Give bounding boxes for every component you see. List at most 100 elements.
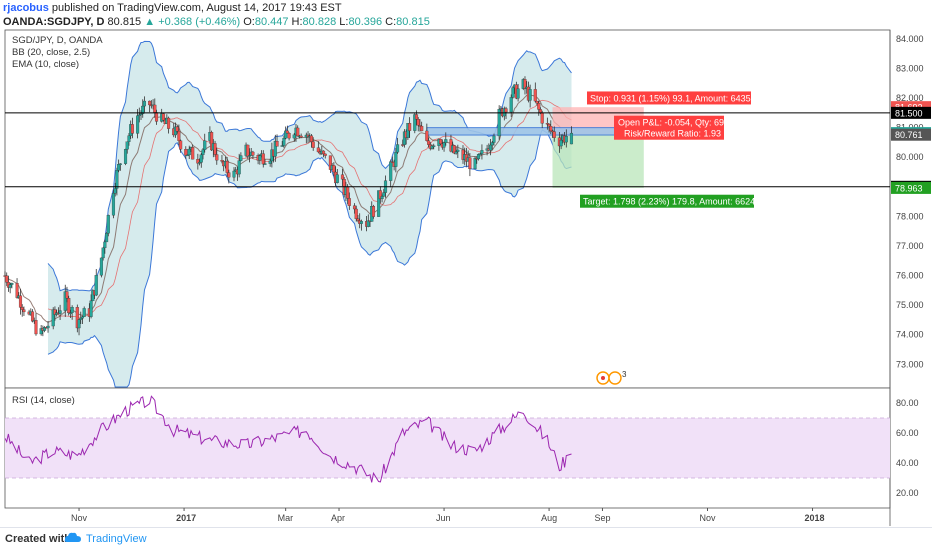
time-tick-label: 2017	[176, 513, 196, 523]
candle-body	[396, 144, 400, 153]
price-tick-label: 73.000	[896, 359, 924, 369]
candle-body	[332, 165, 336, 173]
candle-body	[5, 275, 9, 283]
high-label: H:	[291, 16, 303, 28]
candle-body	[416, 119, 420, 126]
price-tick-label: 82.000	[896, 93, 924, 103]
close-label: C:	[385, 16, 397, 28]
candle-body	[167, 117, 171, 129]
candle-body	[547, 124, 551, 127]
candle-body	[215, 154, 219, 161]
candle-body	[359, 221, 363, 224]
chart-canvas[interactable]: Stop: 0.931 (1.15%) 93.1, Amount: 6435.7…	[0, 0, 932, 527]
candle-body	[389, 161, 393, 181]
candle-body	[187, 148, 191, 156]
price-tick-label: 76.000	[896, 271, 924, 281]
price-tag-label: 80.761	[895, 130, 923, 140]
risk-reward-label: Risk/Reward Ratio: 1.93	[624, 129, 721, 139]
candle-body	[346, 186, 350, 199]
event-marker-icon	[608, 371, 622, 385]
candle-body	[468, 157, 472, 170]
candle-body	[220, 160, 224, 162]
candle-body	[18, 295, 23, 308]
candle-body	[371, 206, 376, 217]
price-tick-label: 80.000	[896, 152, 924, 162]
tradingview-brand[interactable]: TradingView	[86, 533, 147, 545]
candle-body	[99, 257, 103, 276]
price-tag-bg	[891, 106, 931, 119]
candle-body	[251, 151, 255, 156]
candle-body	[559, 139, 563, 147]
candle-body	[199, 154, 203, 163]
time-tick-label: Sep	[594, 513, 610, 523]
candle-body	[380, 196, 384, 200]
price-tick-label: 75.000	[896, 300, 924, 310]
candle-body	[10, 283, 14, 285]
tradingview-cloud-icon	[64, 531, 82, 545]
candle-body	[70, 307, 74, 313]
legend-symbol: SGD/JPY, D, OANDA	[12, 35, 103, 46]
candle-body	[335, 174, 339, 183]
candle-body	[328, 155, 332, 170]
candle-body	[239, 155, 243, 161]
candle-body	[94, 275, 98, 296]
candle-body	[528, 89, 532, 101]
candle-body	[237, 160, 241, 175]
candle-body	[161, 113, 165, 121]
candle-body	[456, 149, 460, 152]
candle-body	[154, 112, 159, 122]
candle-body	[15, 283, 19, 298]
candle-body	[106, 215, 110, 234]
candle-body	[153, 104, 157, 113]
candle-body	[58, 310, 62, 314]
legend-bb: BB (20, close, 2.5)	[12, 47, 90, 58]
candle-body	[537, 103, 541, 110]
candle-body	[377, 190, 381, 217]
event-count: 3	[622, 370, 627, 379]
time-tick-label: Nov	[699, 513, 716, 523]
close-value: 80.815	[396, 16, 430, 28]
candle-body	[148, 100, 152, 106]
candle-body	[533, 89, 537, 102]
candle-body	[184, 149, 188, 156]
candle-body	[232, 170, 236, 178]
event-marker-dot	[601, 376, 605, 380]
candle-body	[299, 135, 303, 138]
candle-body	[8, 284, 12, 288]
candle-body	[75, 307, 79, 329]
publish-line: rjacobus published on TradingView.com, A…	[3, 2, 342, 14]
rsi-line	[4, 395, 572, 483]
created-with-label: Created with	[5, 533, 72, 545]
candle-body	[425, 130, 429, 141]
candle-body	[227, 172, 231, 178]
candle-body	[275, 140, 279, 147]
candle-body	[323, 153, 327, 156]
candle-body	[79, 317, 83, 320]
high-value: 80.828	[302, 16, 337, 28]
candle-body	[273, 140, 277, 157]
candle-body	[80, 316, 85, 319]
candle-body	[284, 130, 288, 139]
candle-body	[540, 112, 544, 124]
ohlc-line: OANDA:SGDJPY, D 80.815 ▲ +0.368 (+0.46%)…	[3, 16, 430, 28]
rsi-tick-label: 40.00	[896, 458, 919, 468]
candle-body	[117, 164, 121, 171]
author-name[interactable]: rjacobus	[3, 2, 49, 14]
candle-body	[115, 170, 119, 189]
candle-body	[552, 131, 556, 138]
time-tick-label: Aug	[541, 513, 557, 523]
candle-body	[137, 114, 141, 116]
footer: Created with TradingView	[0, 527, 932, 551]
candle-body	[34, 320, 38, 335]
candle-body	[263, 163, 267, 165]
candle-body	[549, 126, 553, 132]
legend-rsi: RSI (14, close)	[12, 395, 75, 406]
candle-body	[136, 115, 140, 134]
candle-body	[201, 149, 205, 155]
candle-body	[382, 192, 386, 197]
bollinger-lower-line	[47, 129, 572, 388]
candle-body	[123, 149, 128, 164]
open-label: O:	[243, 16, 255, 28]
price-tick-label: 74.000	[896, 330, 924, 340]
candle-body	[292, 134, 296, 139]
